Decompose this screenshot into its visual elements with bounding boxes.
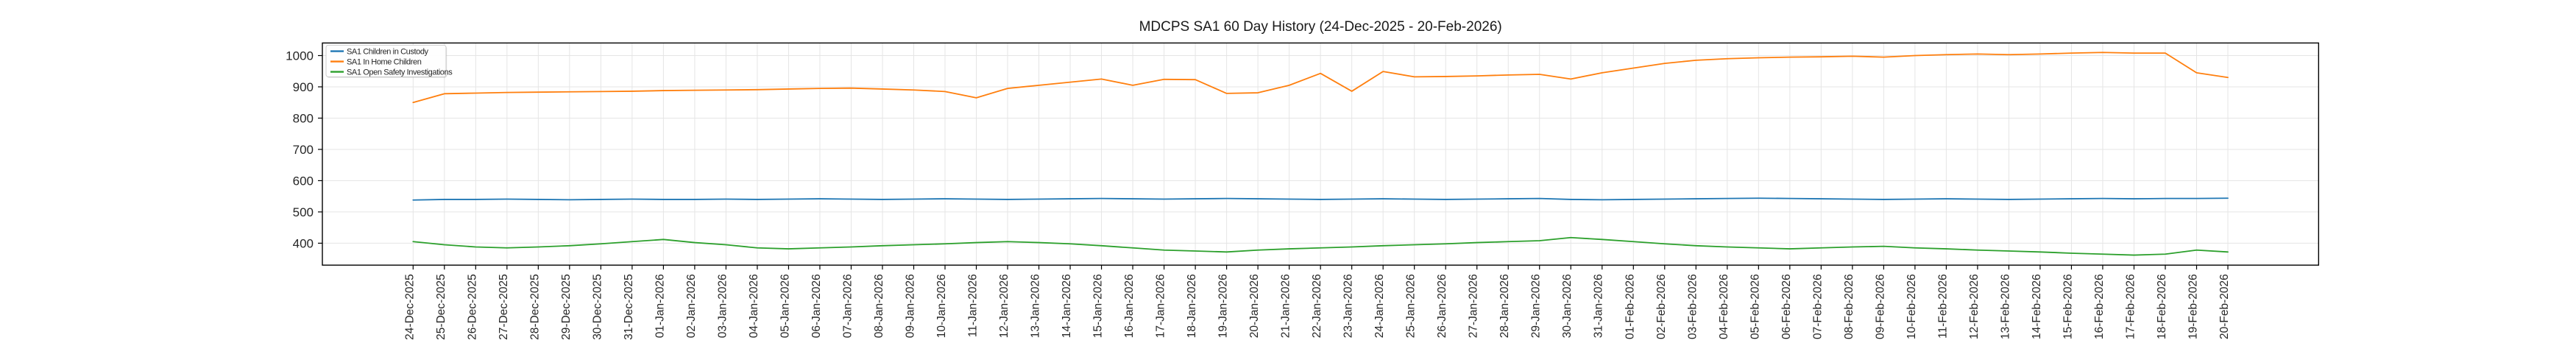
svg-text:18-Jan-2026: 18-Jan-2026 (1186, 274, 1198, 338)
svg-text:28-Dec-2025: 28-Dec-2025 (528, 274, 541, 340)
svg-text:900: 900 (293, 80, 314, 94)
svg-text:29-Jan-2026: 29-Jan-2026 (1530, 274, 1543, 338)
svg-text:07-Jan-2026: 07-Jan-2026 (841, 274, 854, 338)
svg-text:06-Feb-2026: 06-Feb-2026 (1780, 274, 1793, 339)
svg-text:13-Feb-2026: 13-Feb-2026 (1999, 274, 2011, 339)
svg-text:SA1 In Home Children: SA1 In Home Children (347, 58, 422, 67)
svg-text:10-Jan-2026: 10-Jan-2026 (935, 274, 948, 338)
svg-text:26-Dec-2025: 26-Dec-2025 (466, 274, 478, 340)
svg-text:25-Dec-2025: 25-Dec-2025 (435, 274, 447, 340)
svg-text:02-Jan-2026: 02-Jan-2026 (685, 274, 698, 338)
svg-text:17-Feb-2026: 17-Feb-2026 (2124, 274, 2137, 339)
svg-text:16-Feb-2026: 16-Feb-2026 (2093, 274, 2106, 339)
svg-text:22-Jan-2026: 22-Jan-2026 (1311, 274, 1323, 338)
svg-text:16-Jan-2026: 16-Jan-2026 (1123, 274, 1136, 338)
svg-text:27-Dec-2025: 27-Dec-2025 (498, 274, 510, 340)
svg-text:11-Jan-2026: 11-Jan-2026 (967, 274, 980, 337)
svg-text:14-Feb-2026: 14-Feb-2026 (2031, 274, 2043, 339)
svg-text:12-Jan-2026: 12-Jan-2026 (998, 274, 1011, 338)
svg-text:15-Jan-2026: 15-Jan-2026 (1092, 274, 1105, 338)
svg-text:01-Feb-2026: 01-Feb-2026 (1624, 274, 1636, 339)
svg-text:03-Feb-2026: 03-Feb-2026 (1686, 274, 1699, 339)
svg-text:24-Jan-2026: 24-Jan-2026 (1373, 274, 1386, 338)
svg-text:29-Dec-2025: 29-Dec-2025 (560, 274, 573, 340)
svg-text:31-Jan-2026: 31-Jan-2026 (1593, 274, 1605, 338)
svg-text:07-Feb-2026: 07-Feb-2026 (1811, 274, 1824, 339)
svg-text:02-Feb-2026: 02-Feb-2026 (1655, 274, 1668, 339)
svg-text:13-Jan-2026: 13-Jan-2026 (1030, 274, 1042, 338)
svg-text:20-Feb-2026: 20-Feb-2026 (2218, 274, 2231, 339)
svg-text:05-Feb-2026: 05-Feb-2026 (1749, 274, 1761, 339)
svg-text:18-Feb-2026: 18-Feb-2026 (2156, 274, 2168, 339)
svg-text:25-Jan-2026: 25-Jan-2026 (1405, 274, 1418, 338)
svg-text:SA1 Open Safety Investigations: SA1 Open Safety Investigations (347, 68, 453, 77)
svg-text:19-Jan-2026: 19-Jan-2026 (1217, 274, 1230, 338)
svg-text:30-Jan-2026: 30-Jan-2026 (1561, 274, 1574, 338)
svg-text:1000: 1000 (286, 49, 314, 63)
svg-text:09-Jan-2026: 09-Jan-2026 (904, 274, 916, 338)
svg-text:600: 600 (293, 174, 314, 188)
svg-text:08-Feb-2026: 08-Feb-2026 (1843, 274, 1855, 339)
svg-text:MDCPS SA1 60 Day History (24-D: MDCPS SA1 60 Day History (24-Dec-2025 - … (1139, 19, 1502, 35)
svg-text:06-Jan-2026: 06-Jan-2026 (810, 274, 823, 338)
svg-text:30-Dec-2025: 30-Dec-2025 (591, 274, 604, 340)
svg-text:01-Jan-2026: 01-Jan-2026 (654, 274, 666, 338)
svg-text:11-Feb-2026: 11-Feb-2026 (1936, 274, 1949, 339)
svg-text:03-Jan-2026: 03-Jan-2026 (716, 274, 729, 338)
svg-text:04-Feb-2026: 04-Feb-2026 (1718, 274, 1730, 339)
svg-text:500: 500 (293, 205, 314, 219)
svg-text:31-Dec-2025: 31-Dec-2025 (623, 274, 635, 340)
svg-text:27-Jan-2026: 27-Jan-2026 (1468, 274, 1480, 338)
svg-text:08-Jan-2026: 08-Jan-2026 (873, 274, 885, 338)
svg-text:19-Feb-2026: 19-Feb-2026 (2187, 274, 2200, 339)
svg-text:SA1 Children in Custody: SA1 Children in Custody (347, 48, 429, 57)
svg-text:12-Feb-2026: 12-Feb-2026 (1968, 274, 1981, 339)
svg-text:28-Jan-2026: 28-Jan-2026 (1498, 274, 1511, 338)
svg-text:700: 700 (293, 143, 314, 157)
svg-text:23-Jan-2026: 23-Jan-2026 (1342, 274, 1355, 338)
svg-text:24-Dec-2025: 24-Dec-2025 (403, 274, 416, 340)
svg-text:400: 400 (293, 236, 314, 250)
svg-text:15-Feb-2026: 15-Feb-2026 (2062, 274, 2074, 339)
svg-text:17-Jan-2026: 17-Jan-2026 (1155, 274, 1167, 338)
svg-text:10-Feb-2026: 10-Feb-2026 (1906, 274, 1918, 339)
svg-text:21-Jan-2026: 21-Jan-2026 (1280, 274, 1292, 338)
svg-text:26-Jan-2026: 26-Jan-2026 (1436, 274, 1448, 338)
svg-text:04-Jan-2026: 04-Jan-2026 (748, 274, 760, 338)
svg-text:20-Jan-2026: 20-Jan-2026 (1248, 274, 1261, 338)
svg-text:14-Jan-2026: 14-Jan-2026 (1061, 274, 1073, 338)
svg-text:800: 800 (293, 111, 314, 125)
svg-text:09-Feb-2026: 09-Feb-2026 (1874, 274, 1886, 339)
svg-text:05-Jan-2026: 05-Jan-2026 (779, 274, 791, 338)
